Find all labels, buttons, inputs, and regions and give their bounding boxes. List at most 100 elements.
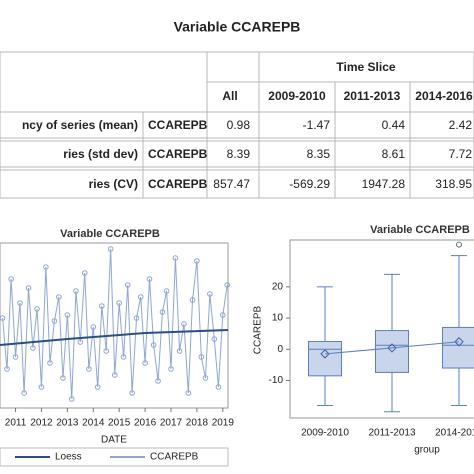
table: Time Slice All 2009-2010 2011-2013 2014-201…	[0, 51, 474, 199]
data-point	[198, 354, 205, 360]
cell: -569.29	[289, 177, 330, 191]
data-point	[103, 348, 110, 354]
y-tick-label: 0	[277, 344, 283, 355]
cell: 0.44	[382, 118, 406, 132]
x-tick-label: 2015	[108, 418, 131, 429]
table-border	[0, 51, 474, 199]
series-line	[0, 329, 229, 346]
data-point	[43, 264, 49, 270]
data-point	[133, 315, 140, 321]
cell: 7.72	[449, 147, 473, 161]
x-tick-label: 2018	[186, 418, 209, 429]
chart-title: Variable CCAREPB	[60, 228, 160, 240]
x-tick-label: 2016	[134, 418, 157, 429]
row-variable: CCAREPB	[148, 177, 208, 191]
data-point	[12, 354, 19, 360]
row-label: ncy of series (mean)	[22, 118, 138, 132]
data-point	[21, 390, 27, 396]
data-point	[90, 324, 97, 330]
data-point	[99, 303, 105, 309]
box	[442, 326, 474, 369]
data-point	[111, 372, 118, 378]
row-label: ries (CV)	[89, 177, 138, 191]
data-point	[51, 318, 58, 324]
data-point	[224, 282, 231, 288]
data-point	[202, 375, 209, 381]
x-tick-label: 2017	[160, 418, 183, 429]
data-point	[116, 300, 122, 306]
data-point	[163, 288, 170, 294]
data-point	[220, 312, 226, 318]
data-point	[47, 360, 53, 366]
outlier	[456, 241, 462, 248]
data-point	[146, 276, 153, 282]
column-header: 2009-2010	[268, 89, 326, 103]
x-tick-label: 2009-2010	[301, 428, 349, 439]
box-chart: Variable CCAREPB -10 0 10 20 CCAREPB group 2009…	[253, 224, 474, 456]
y-tick-label: 20	[272, 281, 284, 292]
mean-marker	[387, 343, 397, 353]
x-tick-label: 2013	[56, 418, 79, 429]
x-tick-label: 2011	[5, 418, 27, 429]
cell: 0.98	[227, 118, 251, 132]
data-point	[34, 306, 40, 312]
data-point	[77, 339, 84, 345]
mean-line	[324, 341, 460, 355]
data-point	[60, 375, 66, 381]
data-point	[159, 309, 166, 315]
y-tick-label: -10	[269, 375, 284, 386]
data-point	[185, 390, 192, 396]
x-tick-label: 2011-2013	[368, 428, 416, 439]
plot-area	[0, 242, 229, 409]
cell: -1.47	[303, 118, 331, 132]
cell: 318.95	[435, 177, 472, 191]
row-variable: CCAREPB	[148, 118, 208, 132]
data-point	[107, 246, 114, 252]
data-point	[172, 255, 179, 261]
data-point	[68, 396, 75, 402]
table-title: Variable CCAREPB	[174, 19, 301, 35]
data-point	[176, 348, 183, 354]
data-point	[30, 345, 36, 351]
mean-marker	[320, 349, 330, 359]
series-line	[2, 248, 228, 400]
legend-label: Loess	[55, 452, 82, 463]
x-tick-label: 2014-2016	[435, 428, 474, 439]
x-axis-label: group	[414, 445, 440, 456]
y-tick-label: 10	[272, 313, 284, 324]
data-point	[168, 366, 174, 372]
data-point	[124, 282, 131, 288]
data-point	[189, 297, 196, 303]
data-point	[120, 354, 127, 360]
data-point	[211, 336, 218, 342]
cell: 8.35	[307, 147, 331, 161]
data-point	[8, 276, 14, 282]
y-axis-label: CCAREPB	[253, 306, 264, 355]
data-point	[94, 384, 101, 390]
x-tick-label: 2019	[212, 418, 235, 429]
data-point	[64, 312, 71, 318]
data-point	[4, 366, 10, 372]
cell: 8.61	[382, 147, 406, 161]
chart-title: Variable CCAREPB	[370, 224, 470, 236]
box	[308, 340, 342, 377]
x-tick-label: 2012	[30, 418, 53, 429]
cell: 857.47	[213, 177, 250, 191]
data-point	[142, 360, 148, 366]
data-point	[181, 321, 187, 327]
data-point	[129, 390, 135, 396]
line-chart: Variable CCAREPB 2011 2012 2013 2014 2015 2016…	[0, 228, 235, 467]
column-header: 2011-2013	[344, 89, 401, 103]
data-point	[215, 384, 222, 390]
data-point	[73, 288, 79, 294]
data-point	[194, 258, 200, 264]
data-point	[0, 315, 6, 321]
data-point	[56, 294, 62, 300]
group-header: Time Slice	[336, 60, 395, 74]
data-point	[155, 378, 161, 384]
row-label: ries (std dev)	[63, 147, 138, 161]
x-axis-label: DATE	[101, 435, 127, 446]
data-point	[25, 285, 32, 291]
data-point	[17, 300, 23, 306]
mean-marker	[454, 337, 464, 347]
